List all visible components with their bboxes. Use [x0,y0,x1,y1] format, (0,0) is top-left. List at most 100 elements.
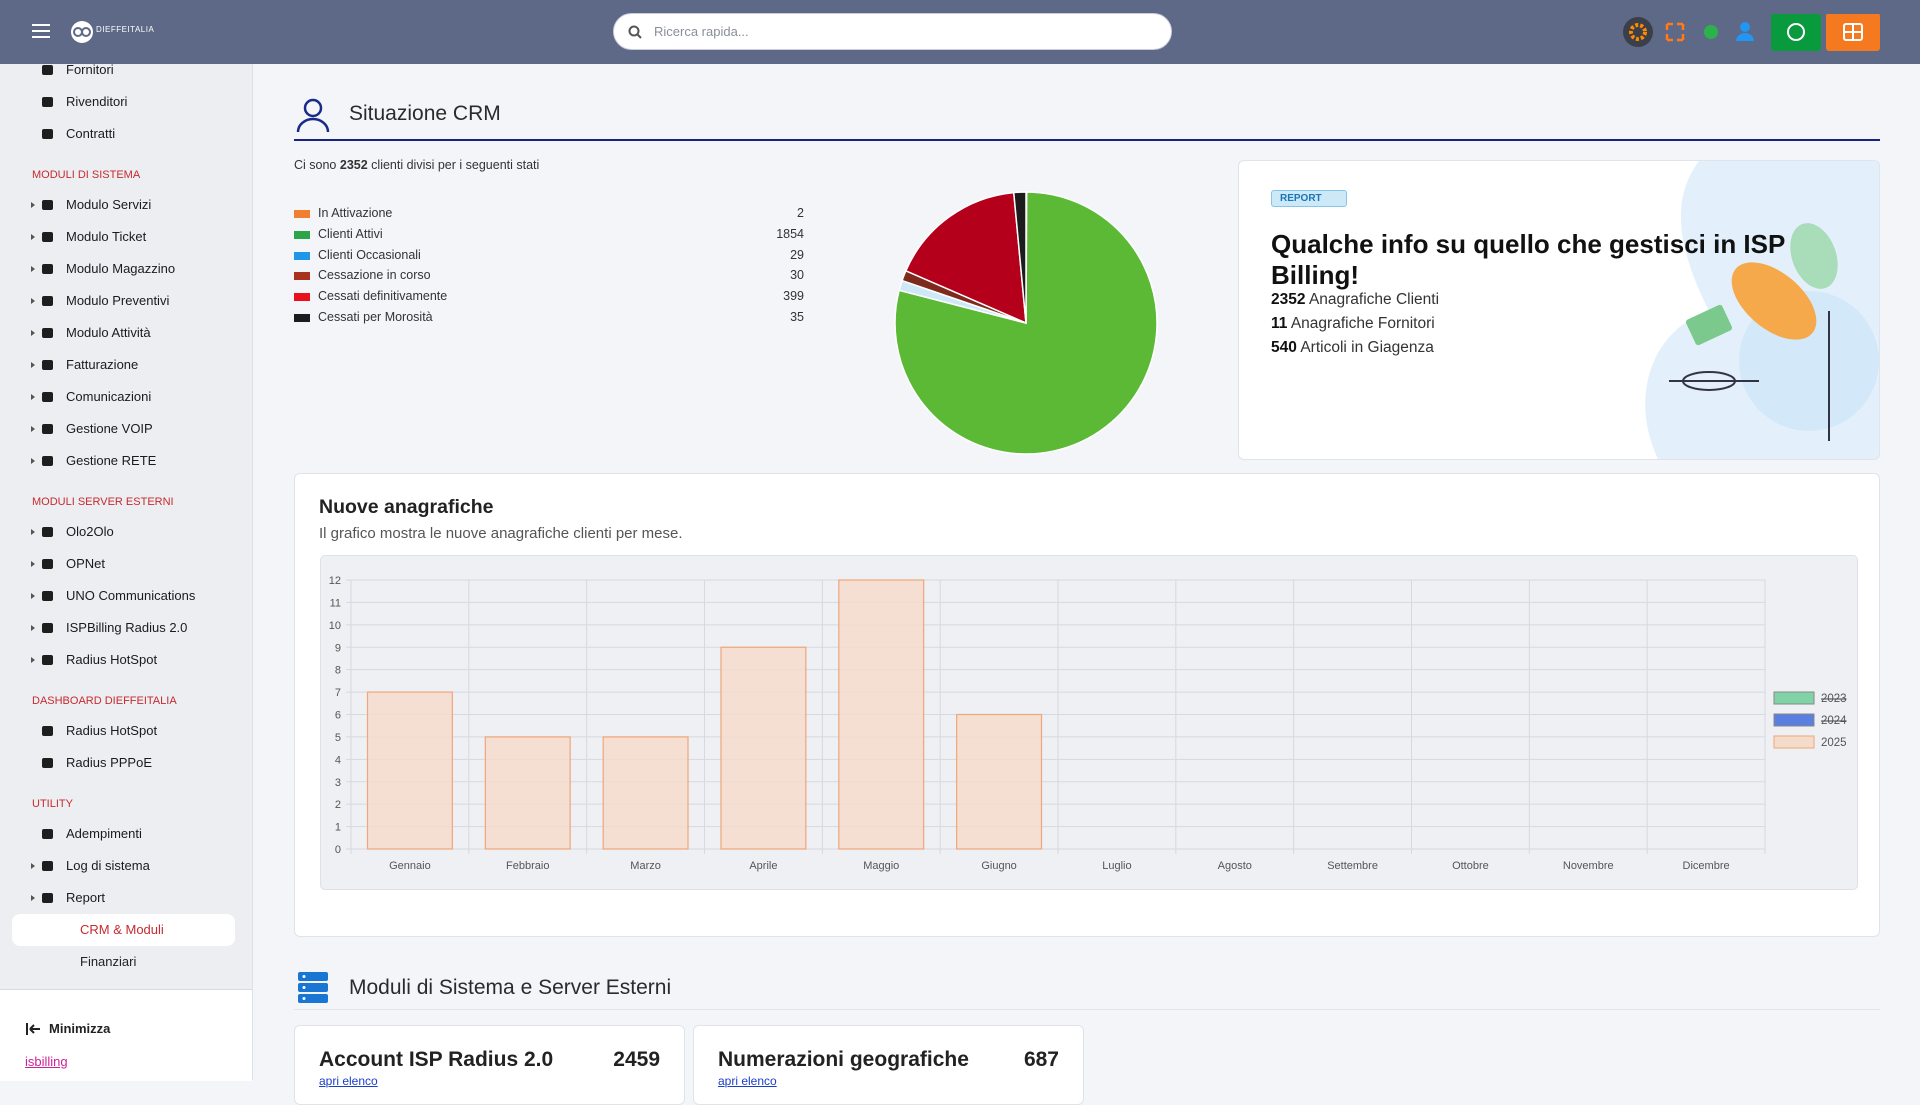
legend-label: Cessati per Morosità [318,309,433,324]
section-title: Situazione CRM [349,102,501,125]
nav-item[interactable]: Radius PPPoE [0,747,252,779]
stat-label: Anagrafiche Fornitori [1290,315,1435,332]
chart-card: Nuove anagrafiche Il grafico mostra le n… [294,473,1880,937]
legend-value: 399 [783,289,804,304]
nav-list: Fornitori Rivenditori Contratti MODULI DI S… [0,64,252,978]
nav-item[interactable]: ISPBilling Radius 2.0 [0,612,252,644]
y-tick-label: 1 [335,822,341,834]
nav-item[interactable]: Log di sistema [0,850,252,882]
fullscreen-button[interactable] [1665,22,1685,42]
legend-label[interactable]: 2024 [1821,715,1847,727]
nav-item[interactable]: Modulo Attività [0,317,252,349]
minimize-button[interactable]: Minimizza [49,1021,111,1036]
nav-label: Comunicazioni [66,389,152,404]
nav-item[interactable]: Modulo Magazzino [0,253,252,285]
nav-label: Log di sistema [66,858,150,873]
section-title: Moduli di Sistema e Server Esterni [349,976,672,999]
nav-icon [42,655,53,665]
nav-item[interactable]: Rivenditori [0,86,252,118]
nav-icon [42,456,53,466]
module-link[interactable]: apri elenco [718,1074,777,1088]
nav-caret [31,426,35,432]
bar [484,736,571,850]
nav-icon [42,296,53,306]
x-tick-label: Aprile [749,860,777,872]
nav-caret [31,657,35,663]
y-tick-label: 3 [335,777,341,789]
y-tick-label: 0 [335,844,341,856]
legend-label[interactable]: 2023 [1821,693,1847,705]
nav-label: Radius PPPoE [66,755,152,770]
nav-item[interactable]: Fatturazione [0,349,252,381]
nav-label: Modulo Preventivi [66,293,170,308]
minimize-icon [26,1023,40,1035]
module-card: Numerazioni geografiche 687 apri elenco [693,1025,1084,1105]
legend-value: 30 [790,268,804,283]
stat-value: 540 [1271,339,1297,356]
legend-label[interactable]: 2025 [1821,737,1847,749]
nav-label: Report [66,890,106,905]
whatsapp-button[interactable] [1771,14,1821,51]
nav-item[interactable]: Radius HotSpot [0,715,252,747]
x-tick-label: Ottobre [1452,860,1489,872]
module-card: Account ISP Radius 2.0 2459 apri elenco [294,1025,685,1105]
nav-item[interactable]: Olo2Olo [0,516,252,548]
legend-swatch [294,313,310,322]
x-tick-label: Agosto [1218,860,1252,872]
pie-slice [1012,191,1027,324]
nav-icon [42,559,53,569]
stat-label: Articoli in Giagenza [1300,339,1434,356]
nav-caret [31,266,35,272]
x-tick-label: Luglio [1102,860,1131,872]
nav-caret [31,298,35,304]
nav-item[interactable]: Adempimenti [0,818,252,850]
nav-item[interactable]: UNO Communications [0,580,252,612]
stat-label: Anagrafiche Clienti [1308,291,1440,308]
search-box[interactable]: Ricerca rapida... [613,13,1172,50]
legend-row: Clienti Occasionali 29 [294,245,804,266]
crm-icon [296,98,330,133]
bar [956,713,1043,850]
menu-button[interactable] [30,22,54,42]
nav-label: Modulo Ticket [66,229,147,244]
nav-item[interactable]: Report [0,882,252,914]
nav-item[interactable]: Gestione VOIP [0,413,252,445]
settings-button[interactable] [1623,17,1653,47]
pie-slice [904,191,1027,325]
nav-item[interactable]: Comunicazioni [0,381,252,413]
x-tick-label: Novembre [1563,860,1614,872]
x-tick-label: Maggio [863,860,899,872]
nav-label: Rivenditori [66,94,128,109]
section-underline [294,139,1880,141]
nav-item[interactable]: Gestione RETE [0,445,252,477]
nav-caret [31,202,35,208]
nav-item[interactable]: Radius HotSpot [0,644,252,676]
y-tick-label: 9 [335,642,341,654]
bar [720,646,807,850]
nav-item[interactable]: Modulo Servizi [0,189,252,221]
nav-item[interactable]: Modulo Ticket [0,221,252,253]
illustration [1645,161,1879,459]
nav-icon [42,200,53,210]
user-button[interactable] [1740,22,1750,32]
nav-icon [42,328,53,338]
nav-subitem[interactable]: Finanziari [80,954,137,969]
nav-item[interactable]: Fornitori [0,64,252,86]
nav-item[interactable]: OPNet [0,548,252,580]
status-button[interactable] [1704,25,1718,39]
nav-label: Contratti [66,126,116,141]
nav-label: Gestione VOIP [66,421,153,436]
legend-swatch [294,210,310,218]
nav-subitem[interactable]: CRM & Moduli [12,914,235,946]
intro-text: clienti divisi per i seguenti stati [371,158,540,172]
x-tick-label: Settembre [1327,860,1378,872]
nav-label: Adempimenti [66,826,142,841]
nav-item[interactable]: Contratti [0,118,252,150]
legend-value: 2 [797,206,804,220]
legend-label: Cessazione in corso [318,268,431,283]
module-link[interactable]: apri elenco [319,1074,378,1088]
nav-item[interactable]: Modulo Preventivi [0,285,252,317]
report-badge: REPORT [1271,190,1347,207]
nav-icon [42,726,53,736]
